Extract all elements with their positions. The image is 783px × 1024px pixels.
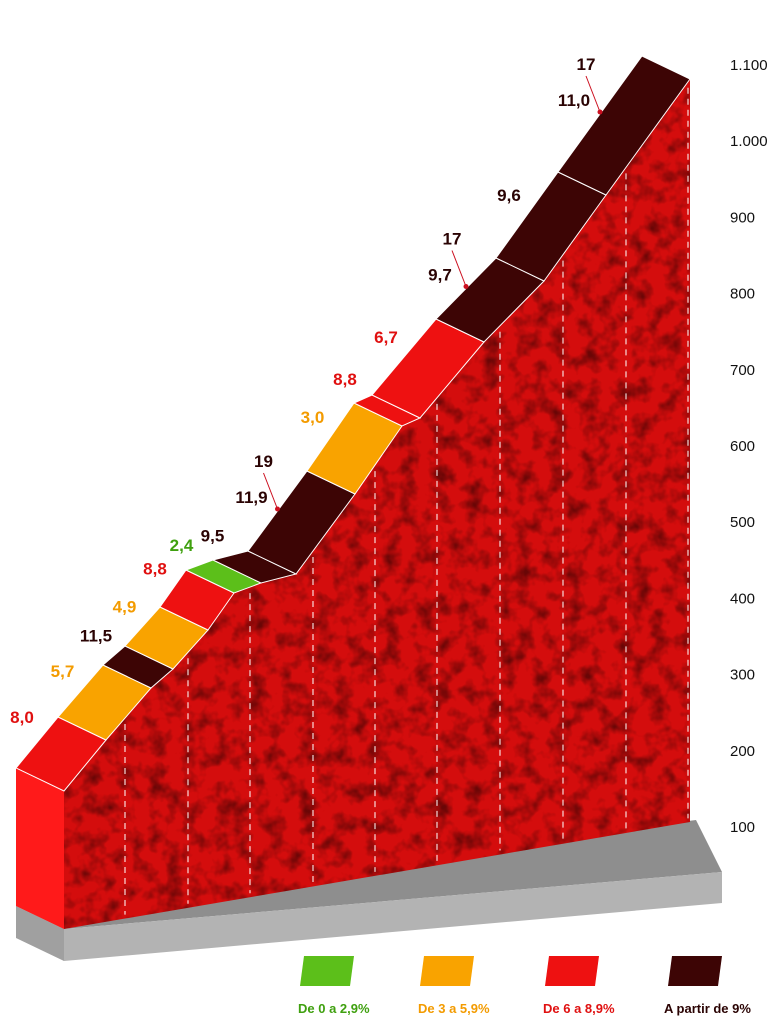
y-tick-label: 200: [730, 743, 755, 760]
max-leader: [263, 472, 278, 510]
legend-label: De 3 a 5,9%: [418, 1001, 490, 1016]
kilometre-lines: [124, 87, 689, 915]
gradient-label: 5,7: [51, 662, 75, 681]
legend-label: De 0 a 2,9%: [298, 1001, 370, 1016]
gradient-labels: 8,05,711,54,98,82,4 9,51911,93,08,86,7179…: [10, 55, 603, 727]
legend-swatch-green: [300, 956, 354, 986]
y-tick-label: 1.000: [730, 133, 768, 150]
legend-label: De 6 a 8,9%: [543, 1001, 615, 1016]
gradient-label: 8,8: [333, 370, 357, 389]
y-tick-label: 100: [730, 819, 755, 836]
gradient-label: 9,5: [201, 527, 225, 546]
profile-top-strip: [15, 55, 691, 792]
y-tick-label: 500: [730, 514, 755, 531]
legend-label: A partir de 9%: [664, 1001, 751, 1016]
gradient-label: 11,5: [80, 627, 112, 646]
segment-dark: [557, 55, 691, 196]
base-front: [16, 906, 64, 961]
max-marker: [275, 506, 280, 512]
legend-swatch-dark: [668, 956, 722, 986]
y-tick-label: 400: [730, 590, 755, 607]
legend: De 0 a 2,9% De 3 a 5,9% De 6 a 8,9% A parti…: [298, 956, 751, 1016]
gradient-label: 2,4: [170, 536, 194, 555]
gradient-label: 4,9: [113, 598, 137, 617]
y-tick-label: 900: [730, 209, 755, 226]
gradient-label: 8,8: [143, 560, 167, 579]
y-tick-label: 800: [730, 286, 755, 303]
max-gradient-label: 17: [443, 230, 462, 249]
max-leader: [451, 250, 467, 287]
gradient-label: 8,0: [10, 708, 34, 727]
gradient-label: 9,6: [497, 186, 521, 205]
legend-swatch-red: [545, 956, 599, 986]
legend-swatch-orange: [420, 956, 474, 986]
base-side: [64, 872, 722, 961]
gradient-label: 11,0: [558, 91, 590, 110]
y-tick-label: 600: [730, 438, 755, 455]
start-face: [16, 768, 64, 929]
gradient-label: 3,0: [301, 408, 325, 427]
gradient-label: 9,7: [428, 266, 452, 285]
max-marker: [597, 109, 603, 115]
max-gradient-label: 19: [254, 452, 273, 471]
max-gradient-label: 17: [577, 55, 596, 74]
gradient-label: 6,7: [374, 328, 398, 347]
gradient-label: 11,9: [235, 488, 267, 507]
altitude-axis: 100 200 300 400 500 600 700 800 900 1.000 1.100: [730, 57, 768, 836]
max-leader: [585, 75, 601, 113]
y-tick-label: 1.100: [730, 57, 768, 74]
y-tick-label: 700: [730, 362, 755, 379]
y-tick-label: 300: [730, 667, 755, 684]
max-marker: [463, 284, 469, 289]
